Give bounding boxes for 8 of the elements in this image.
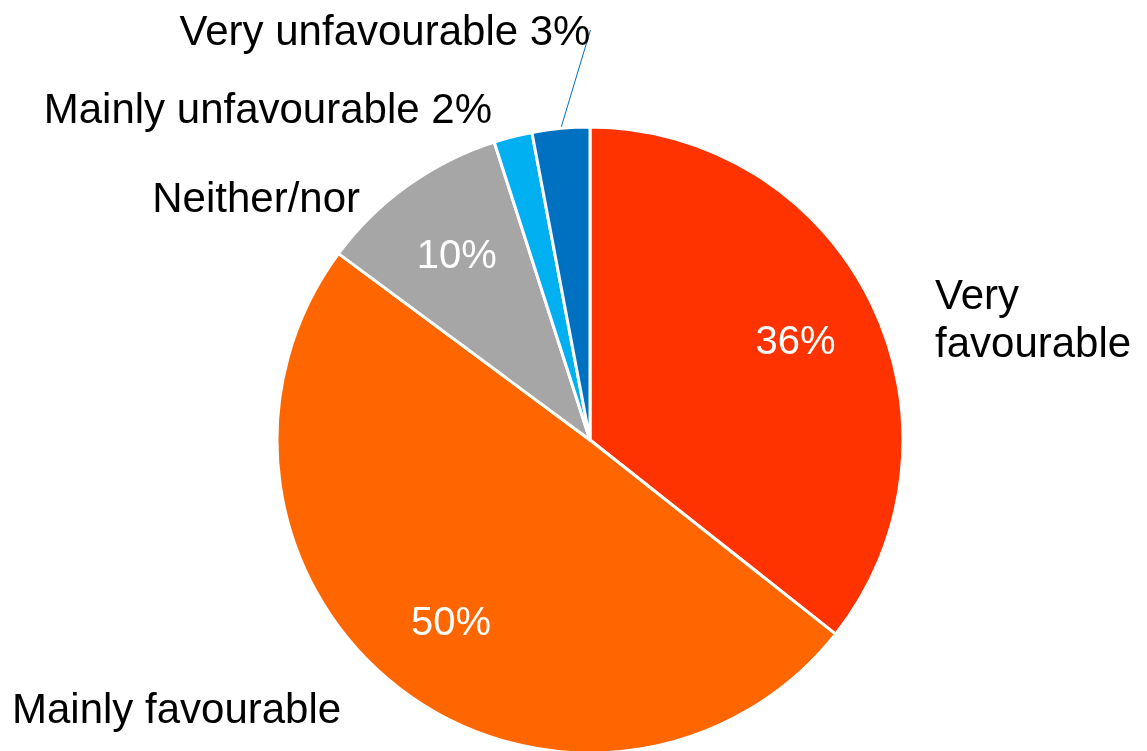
slice-label: Mainly unfavourable 2% (43, 84, 492, 132)
slice-label: Very favourable (935, 270, 1132, 366)
slice-label: Neither/nor (152, 173, 361, 221)
data-label: 10% (416, 232, 497, 277)
slice-label: Very unfavourable 3% (179, 6, 591, 54)
data-label: 50% (411, 599, 492, 644)
slice-label: Mainly favourable (12, 684, 342, 732)
data-label: 36% (755, 318, 836, 363)
